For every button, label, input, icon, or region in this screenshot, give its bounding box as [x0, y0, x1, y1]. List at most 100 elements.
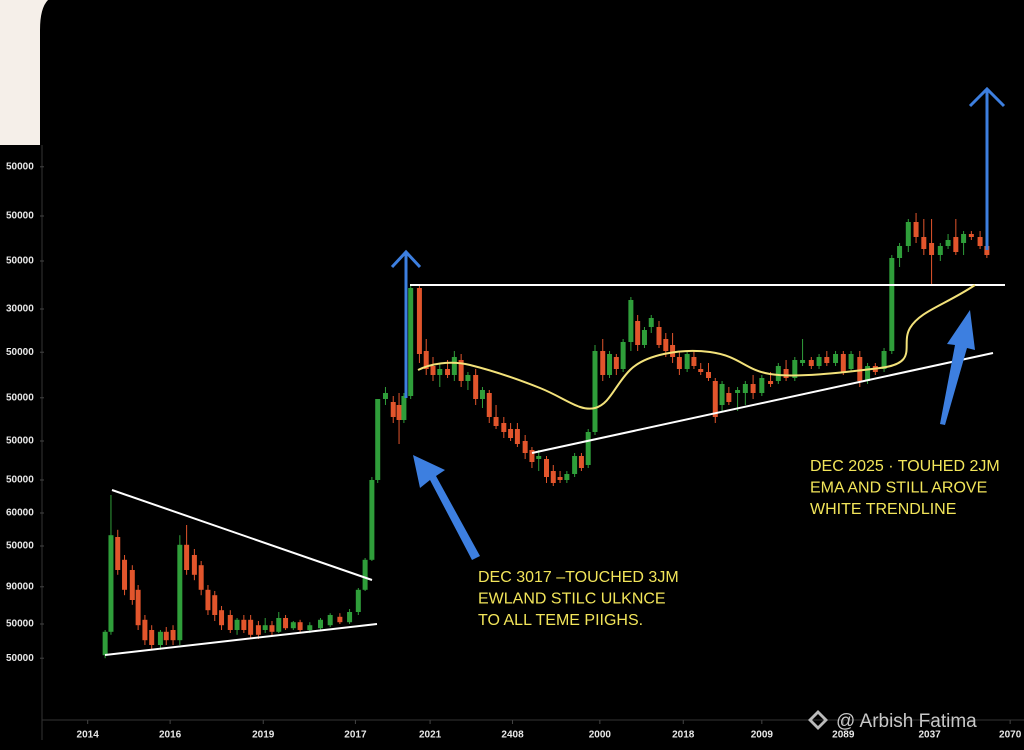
candle-body [775, 366, 781, 381]
x-tick-label: 2018 [672, 730, 695, 741]
candle-body [149, 630, 155, 645]
annotation: EWLAND STILC ULKNCE [478, 591, 666, 608]
candle-body [219, 610, 225, 626]
candle-body [750, 384, 756, 393]
candle-body [824, 357, 830, 363]
candle-body [276, 618, 282, 632]
annotation: EMA AND STILL AROVE [810, 480, 987, 497]
candle-body [768, 381, 774, 384]
candle-body [585, 432, 591, 465]
candle-body [135, 589, 141, 626]
candle-body [684, 354, 690, 369]
candle-body [897, 246, 903, 258]
candle-body [635, 321, 641, 345]
candle-body [362, 559, 368, 590]
candle-body [670, 345, 676, 357]
x-tick-label: 2000 [589, 730, 612, 741]
candle-body [451, 357, 457, 375]
candle-body [390, 402, 396, 417]
candle-body [865, 366, 871, 381]
candle-body [977, 237, 983, 246]
candle-body [102, 631, 108, 656]
annotation: TO ALL TEME PIIGHS. [478, 612, 643, 629]
candle-body [382, 393, 388, 399]
candle-body [607, 354, 613, 375]
x-tick-label: 2017 [344, 730, 367, 741]
y-tick-label: 50000 [6, 347, 34, 358]
x-tick-label: 2408 [501, 730, 524, 741]
marks [102, 213, 990, 659]
candle-body [698, 369, 704, 372]
candle-body [676, 357, 682, 369]
candle-body [691, 357, 697, 366]
y-tick-label: 50000 [6, 211, 34, 222]
candle-body [445, 369, 451, 375]
candle-body [712, 381, 718, 417]
candle-body [953, 237, 959, 252]
y-tick-label: 50000 [6, 541, 34, 552]
candle-body [129, 570, 135, 600]
x-tick-label: 2037 [919, 730, 942, 741]
candle-body [529, 450, 535, 462]
candle-body [307, 625, 313, 630]
candle-body [458, 360, 464, 381]
y-tick-label: 50000 [6, 436, 34, 447]
candle-body [465, 375, 471, 381]
x-tick-label: 2009 [751, 730, 774, 741]
y-tick-label: 50000 [6, 392, 34, 403]
candle-body [297, 622, 303, 630]
x-tick-label: 2014 [77, 730, 100, 741]
candle-body [157, 631, 163, 645]
candle-body [369, 480, 375, 560]
x-tick-label: 2021 [419, 730, 442, 741]
candle-body [564, 474, 570, 480]
candle-body [522, 441, 528, 453]
candle-body [945, 240, 951, 246]
pointer-arrow [940, 310, 975, 425]
candle-body [592, 351, 598, 432]
candle-body [848, 354, 854, 369]
candle-body [961, 234, 967, 243]
candle-body [269, 625, 275, 632]
candle-body [913, 222, 919, 237]
y-tick-label: 60000 [6, 508, 34, 519]
x-tick-label: 2016 [159, 730, 182, 741]
candle-body [816, 357, 822, 366]
candle-body [191, 555, 197, 575]
x-tick-label: 2089 [832, 730, 855, 741]
candle-body [557, 477, 563, 480]
candle-body [212, 595, 218, 615]
annotation: DEC 2025 · TOUHED 2JM [810, 458, 1000, 475]
candle-body [401, 396, 407, 420]
y-tick-label: 30000 [6, 304, 34, 315]
candle-body [337, 616, 343, 623]
candle-body [283, 618, 289, 629]
candle-body [437, 369, 443, 375]
candle-body [262, 625, 268, 630]
candle-body [726, 393, 732, 402]
candle-body [317, 619, 323, 629]
candle-body [600, 351, 606, 375]
candle-body [628, 300, 634, 342]
ema-line [417, 284, 976, 410]
candle-body [905, 222, 911, 246]
candle-body [290, 622, 296, 629]
candle-body [735, 390, 741, 393]
candle-body [248, 619, 254, 635]
candle-body [347, 612, 353, 623]
candle-body [486, 393, 492, 417]
candle-body [108, 535, 114, 632]
candle-body [705, 372, 711, 378]
candle-body [355, 589, 361, 612]
candle-body [889, 258, 895, 351]
candle-body [929, 243, 935, 255]
candle-body [142, 619, 148, 641]
candle-body [543, 459, 549, 477]
candle-body [783, 369, 789, 378]
x-tick-label: 2019 [252, 730, 275, 741]
candle-body [656, 327, 662, 345]
pointer-arrow [413, 455, 480, 560]
